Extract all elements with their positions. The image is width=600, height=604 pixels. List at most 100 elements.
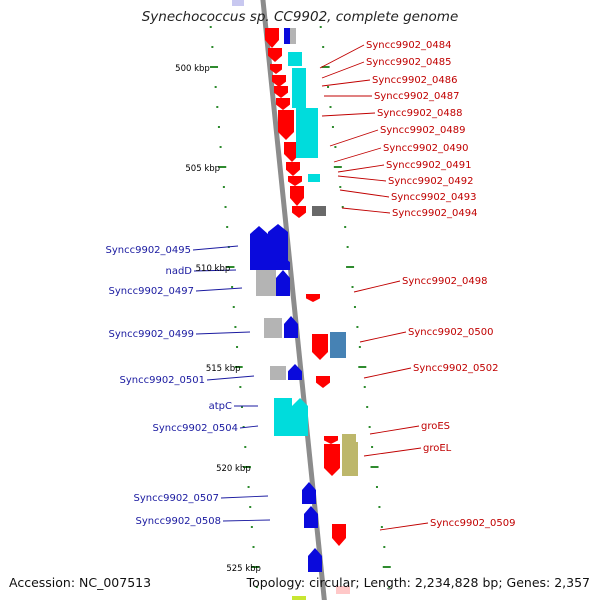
gene-arrow-forward (312, 334, 328, 360)
gene-block (292, 68, 306, 108)
gene-leader-line (337, 164, 385, 173)
gene-leader-line (369, 425, 420, 435)
scale-tick-minor (378, 506, 381, 508)
scale-tick-minor (346, 246, 349, 248)
gene-label-forward: Syncc9902_0485 (366, 57, 452, 68)
scale-label: 510 kbp (196, 264, 231, 274)
scale-tick-minor (366, 406, 369, 408)
gene-block (330, 332, 346, 358)
scale-tick-minor (211, 46, 214, 48)
gene-label-forward: Syncc9902_0500 (408, 327, 494, 338)
gene-leader-line (333, 147, 382, 163)
scale-tick-minor (327, 86, 330, 88)
gene-label-forward: Syncc9902_0490 (383, 143, 469, 154)
scale-tick-minor (358, 346, 361, 348)
gene-leader-line (220, 495, 269, 499)
gene-leader-line (321, 79, 371, 87)
gene-arrow-forward (265, 28, 279, 48)
gene-leader-line (339, 189, 390, 198)
gene-arrow-reverse (276, 270, 290, 296)
topology-text: Topology: circular; Length: 2,234,828 bp… (246, 575, 590, 590)
scale-tick-minor (232, 306, 235, 308)
scale-tick-minor (255, 586, 258, 588)
gene-leader-line (353, 280, 401, 293)
gene-arrow-forward (270, 64, 282, 74)
scale-tick-minor (226, 226, 229, 228)
scale-tick-major (358, 366, 367, 368)
gene-label-forward: Syncc9902_0492 (388, 176, 474, 187)
gene-label-reverse: Syncc9902_0501 (120, 375, 206, 386)
gene-leader-line (319, 44, 365, 69)
scale-tick-minor (250, 526, 253, 528)
gene-arrow-forward (324, 436, 338, 444)
gene-block (232, 0, 244, 6)
scale-tick-minor (219, 146, 222, 148)
scale-label: 525 kbp (226, 564, 261, 574)
gene-arrow-forward (272, 75, 286, 87)
scale-tick-minor (239, 386, 242, 388)
gene-block (336, 586, 350, 594)
gene-arrow-forward (274, 86, 288, 98)
gene-block (274, 398, 292, 436)
scale-tick-minor (339, 186, 342, 188)
scale-tick-minor (252, 546, 255, 548)
gene-block (284, 28, 294, 44)
gene-arrow-forward (276, 98, 290, 110)
gene-arrow-reverse (276, 256, 290, 270)
scale-tick-minor (356, 326, 359, 328)
scale-tick-minor (322, 46, 325, 48)
gene-block (292, 398, 308, 436)
gene-block (308, 174, 320, 182)
scale-tick-minor (383, 546, 386, 548)
gene-label-forward: groES (421, 421, 450, 432)
gene-leader-line (337, 175, 387, 182)
gene-label-reverse: Syncc9902_0507 (134, 493, 220, 504)
scale-tick-minor (368, 426, 371, 428)
scale-tick-minor (222, 186, 225, 188)
scale-tick-minor (353, 306, 356, 308)
scale-label: 500 kbp (175, 64, 210, 74)
scale-tick-minor (234, 326, 237, 328)
scale-tick-major (210, 66, 219, 68)
gene-arrow-forward (332, 524, 346, 546)
gene-leader-line (363, 367, 412, 379)
gene-arrow-forward (306, 294, 320, 302)
gene-leader-line (195, 287, 243, 292)
gene-block (342, 442, 358, 476)
scale-tick-minor (371, 446, 374, 448)
scale-tick-minor (231, 286, 234, 288)
scale-tick-minor (224, 206, 227, 208)
scale-tick-minor (380, 526, 383, 528)
gene-arrow-forward (288, 176, 302, 186)
gene-leader-line (239, 425, 259, 429)
gene-block (296, 108, 318, 158)
gene-arrow-forward (268, 48, 282, 62)
gene-leader-line (192, 245, 239, 251)
gene-block (290, 28, 296, 44)
scale-tick-major (242, 466, 251, 468)
gene-leader-line (321, 112, 376, 117)
gene-block (312, 206, 326, 216)
scale-tick-minor (242, 426, 245, 428)
scale-tick-minor (216, 106, 219, 108)
scale-tick-major (382, 566, 391, 568)
gene-leader-line (193, 269, 237, 272)
gene-leader-line (195, 331, 251, 335)
scale-tick-major (251, 566, 260, 568)
gene-label-reverse: Syncc9902_0495 (106, 245, 192, 256)
gene-arrow-reverse (288, 364, 302, 380)
gene-block (264, 318, 282, 338)
gene-label-forward: Syncc9902_0487 (374, 91, 460, 102)
gene-leader-line (206, 375, 255, 381)
gene-arrow-forward (278, 110, 294, 140)
gene-arrow-reverse (304, 506, 318, 528)
scale-tick-major (333, 166, 342, 168)
gene-label-reverse: Syncc9902_0497 (109, 286, 195, 297)
scale-tick-major (321, 66, 330, 68)
gene-arrow-forward (324, 444, 340, 476)
scale-tick-minor (375, 486, 378, 488)
scale-tick-minor (329, 106, 332, 108)
gene-label-forward: Syncc9902_0489 (380, 125, 466, 136)
gene-label-forward: groEL (423, 443, 452, 454)
